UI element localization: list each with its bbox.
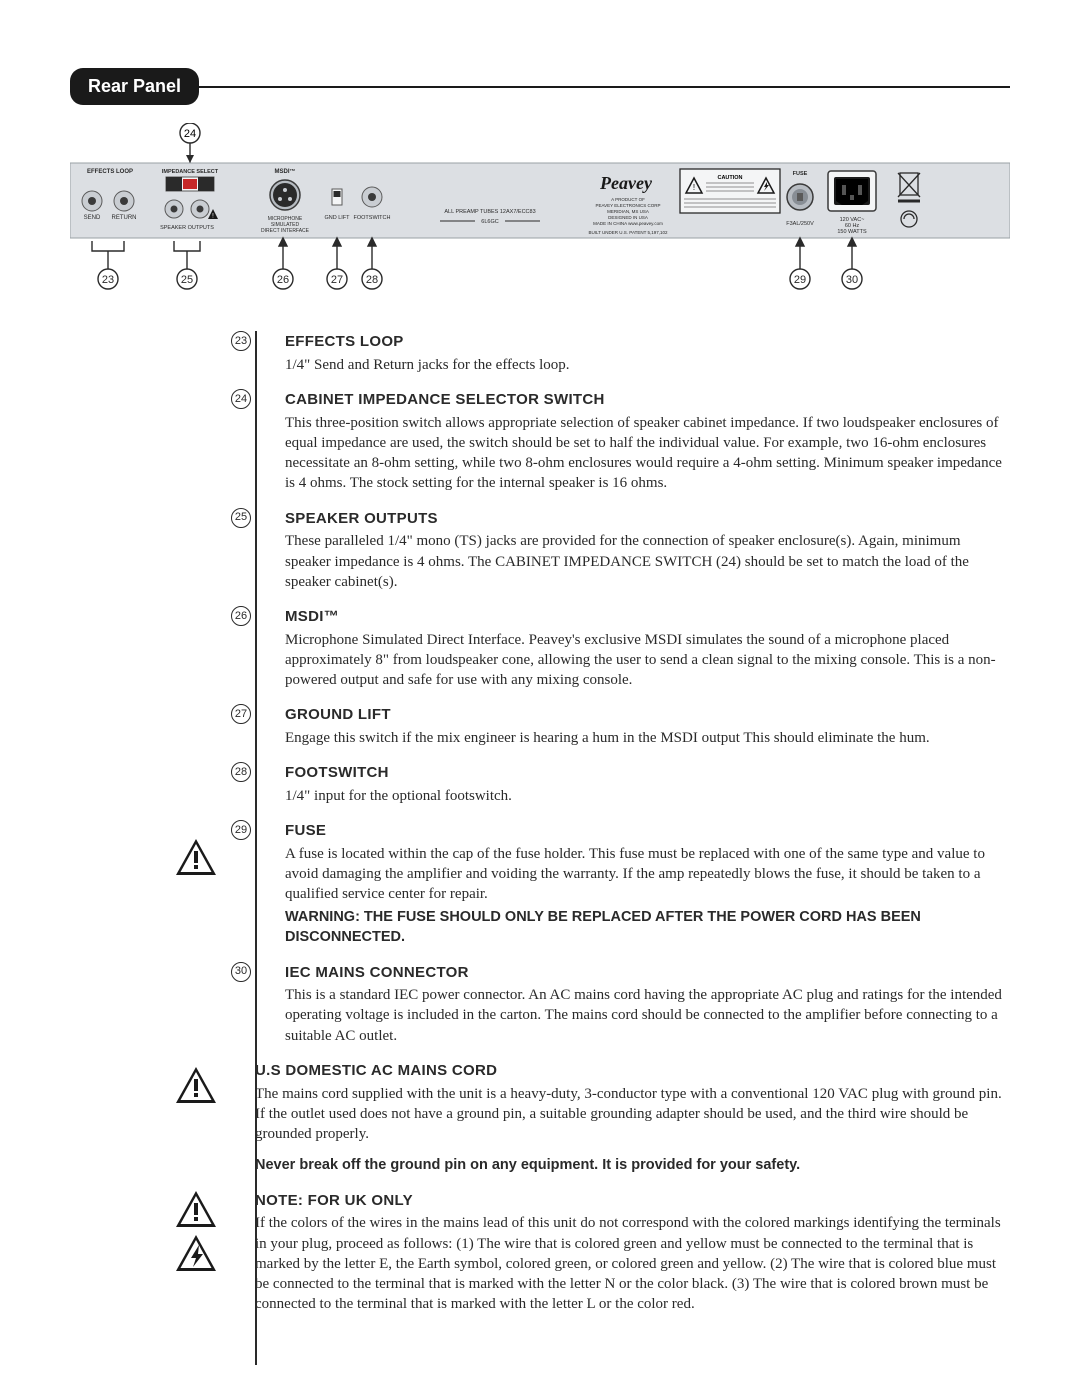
warn-29: WARNING: THE FUSE SHOULD ONLY BE REPLACE… (285, 908, 1010, 947)
title-23: EFFECTS LOOP (285, 333, 404, 350)
badge-28: 28 (231, 762, 251, 782)
badge-30: 30 (231, 962, 251, 982)
callout-24-num: 24 (184, 128, 196, 140)
body-24: This three-position switch allows approp… (285, 413, 1010, 494)
title-29: FUSE (285, 822, 326, 839)
item-28: 28 FOOTSWITCH 1/4" input for the optiona… (255, 762, 1010, 806)
lbl-msdi: MSDI™ (275, 168, 296, 175)
body-27: Engage this switch if the mix engineer i… (285, 728, 1010, 748)
item-29: 29 FUSE A fuse is located within the cap… (255, 820, 1010, 947)
svg-text:29: 29 (794, 274, 806, 286)
svg-text:27: 27 (331, 274, 343, 286)
body-30: This is a standard IEC power connector. … (285, 985, 1010, 1046)
caution-icon (175, 1066, 217, 1104)
lbl-fsw: FOOTSWITCH (354, 215, 391, 221)
title-25: SPEAKER OUTPUTS (285, 510, 438, 527)
svg-text:F3AL/250V: F3AL/250V (786, 221, 814, 227)
extra-uk: NOTE: FOR UK ONLY If the colors of the w… (255, 1190, 1010, 1315)
caution-icon (175, 838, 217, 876)
badge-26: 26 (231, 606, 251, 626)
item-25: 25 SPEAKER OUTPUTS These paralleled 1/4"… (255, 508, 1010, 592)
item-26: 26 MSDI™ Microphone Simulated Direct Int… (255, 606, 1010, 690)
lbl-imp: IMPEDANCE SELECT (162, 169, 219, 175)
extra-us-cord: U.S DOMESTIC AC MAINS CORD The mains cor… (255, 1060, 1010, 1176)
header-pill: Rear Panel (70, 68, 199, 105)
badge-27: 27 (231, 704, 251, 724)
svg-text:DIRECT INTERFACE: DIRECT INTERFACE (261, 228, 310, 234)
svg-text:28: 28 (366, 274, 378, 286)
svg-text:MADE IN CHINA www.peavey.co: MADE IN CHINA www.peavey.com (593, 221, 663, 226)
caution-icon (175, 1190, 217, 1228)
lbl-preamp: ALL PREAMP TUBES 12AX7/ECC83 (444, 209, 535, 215)
lbl-6l6: 6L6GC (481, 219, 498, 225)
svg-text:PEAVEY ELECTRONICS CORP: PEAVEY ELECTRONICS CORP (595, 203, 660, 208)
item-24: 24 CABINET IMPEDANCE SELECTOR SWITCH Thi… (255, 389, 1010, 494)
body-23: 1/4" Send and Return jacks for the effec… (285, 355, 1010, 375)
badge-25: 25 (231, 508, 251, 528)
extra-body-1: If the colors of the wires in the mains … (255, 1213, 1010, 1314)
callout-24: 24 (180, 123, 200, 163)
descriptions: 23 EFFECTS LOOP 1/4" Send and Return jac… (70, 331, 1010, 1314)
svg-text:MERIDIAN, MS USA: MERIDIAN, MS USA (607, 209, 649, 214)
svg-text:23: 23 (102, 274, 114, 286)
body-25: These paralleled 1/4" mono (TS) jacks ar… (285, 531, 1010, 592)
extra-title-1: NOTE: FOR UK ONLY (255, 1192, 413, 1209)
svg-text:25: 25 (181, 274, 193, 286)
bottom-callouts: 23 25 26 27 28 29 30 (92, 238, 862, 289)
title-27: GROUND LIFT (285, 706, 391, 723)
title-30: IEC MAINS CONNECTOR (285, 964, 469, 981)
title-24: CABINET IMPEDANCE SELECTOR SWITCH (285, 391, 605, 408)
brand-logo: Peavey (599, 173, 653, 193)
svg-text:BUILT UNDER U.S. PATENT 5,197,: BUILT UNDER U.S. PATENT 5,197,102 (588, 230, 668, 235)
lbl-return: RETURN (112, 215, 137, 221)
svg-text:150 WATTS: 150 WATTS (837, 229, 867, 235)
item-27: 27 GROUND LIFT Engage this switch if the… (255, 704, 1010, 748)
extra-body-0: The mains cord supplied with the unit is… (255, 1084, 1010, 1145)
svg-text:DESIGNED IN USA: DESIGNED IN USA (608, 215, 648, 220)
item-23: 23 EFFECTS LOOP 1/4" Send and Return jac… (255, 331, 1010, 375)
body-26: Microphone Simulated Direct Interface. P… (285, 630, 1010, 691)
rear-panel-diagram: 24 EFFECTS LOOP SEND RETURN IMPEDANCE SE… (70, 123, 1010, 323)
section-header: Rear Panel (70, 68, 1010, 105)
svg-text:!: ! (693, 183, 695, 192)
svg-text:FUSE: FUSE (793, 171, 808, 177)
badge-23: 23 (231, 331, 251, 351)
title-26: MSDI™ (285, 608, 339, 625)
lbl-send: SEND (84, 215, 101, 221)
extra-emph-0: Never break off the ground pin on any eq… (255, 1156, 1010, 1176)
item-30: 30 IEC MAINS CONNECTOR This is a standar… (255, 962, 1010, 1046)
body-28: 1/4" input for the optional footswitch. (285, 786, 1010, 806)
svg-text:A PRODUCT OF: A PRODUCT OF (611, 197, 645, 202)
svg-text:30: 30 (846, 274, 858, 286)
extra-title-0: U.S DOMESTIC AC MAINS CORD (255, 1062, 497, 1079)
svg-text:26: 26 (277, 274, 289, 286)
lbl-gnd: GND LIFT (324, 215, 350, 221)
badge-29: 29 (231, 820, 251, 840)
caution-box: ! CAUTION (680, 169, 780, 213)
badge-24: 24 (231, 389, 251, 409)
body-29: A fuse is located within the cap of the … (285, 844, 1010, 905)
lbl-spk-out: SPEAKER OUTPUTS (160, 225, 214, 231)
lbl-effects-loop: EFFECTS LOOP (87, 169, 133, 175)
bolt-icon (175, 1234, 217, 1272)
header-rule (199, 86, 1010, 88)
title-28: FOOTSWITCH (285, 764, 389, 781)
svg-text:CAUTION: CAUTION (717, 175, 742, 181)
